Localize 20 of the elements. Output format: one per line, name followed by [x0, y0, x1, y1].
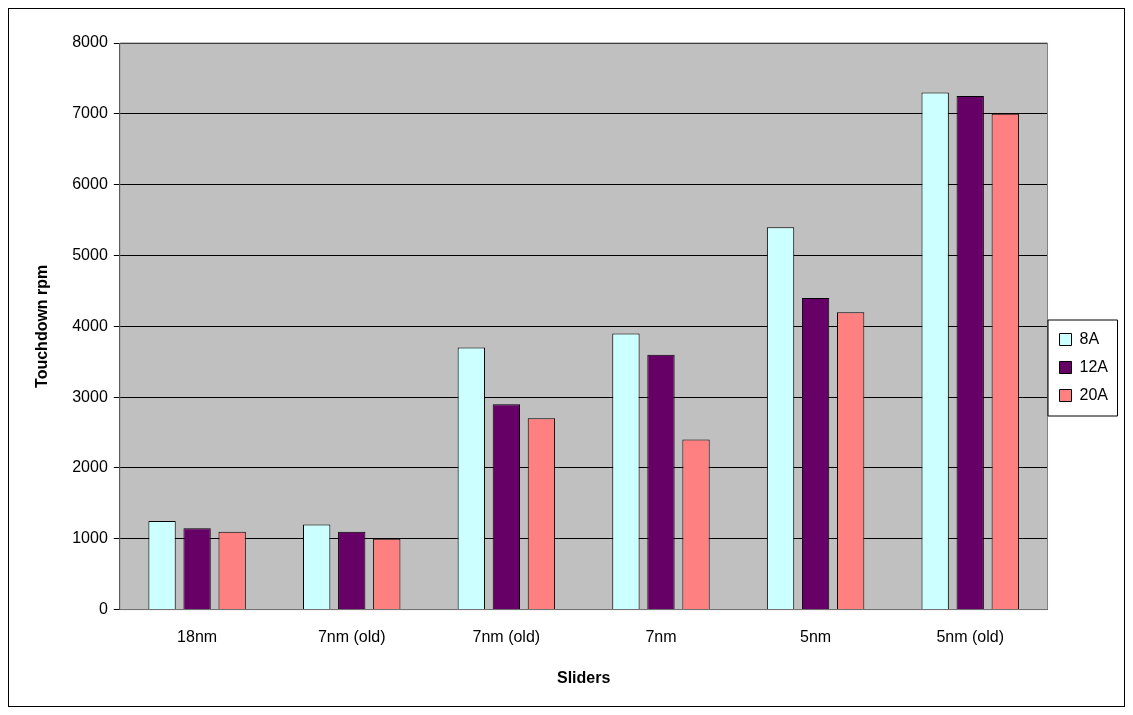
y-tick-label: 3000 — [72, 387, 108, 405]
y-tick-label: 6000 — [72, 175, 108, 193]
x-tick-label: 7nm (old) — [317, 627, 386, 645]
y-tick-label: 5000 — [72, 245, 108, 263]
y-axis-title: Touchdown rpm — [33, 264, 51, 388]
x-tick-label: 7nm (old) — [472, 627, 541, 645]
x-tick-label: 5nm (old) — [936, 627, 1005, 645]
x-tick-label: 18nm — [177, 627, 218, 645]
y-tick-label: 2000 — [72, 458, 108, 476]
legend-label: 20A — [1079, 385, 1109, 403]
y-tick-label: 0 — [98, 600, 108, 618]
y-tick-label: 1000 — [72, 529, 108, 547]
y-tick-label: 4000 — [72, 316, 108, 334]
y-tick-label: 8000 — [72, 33, 108, 51]
x-tick-label: 5nm — [800, 627, 832, 645]
x-axis-title: Sliders — [556, 668, 611, 686]
legend-label: 12A — [1079, 357, 1109, 375]
y-tick-label: 7000 — [72, 104, 108, 122]
legend-label: 8A — [1079, 329, 1100, 347]
x-tick-label: 7nm — [645, 627, 677, 645]
